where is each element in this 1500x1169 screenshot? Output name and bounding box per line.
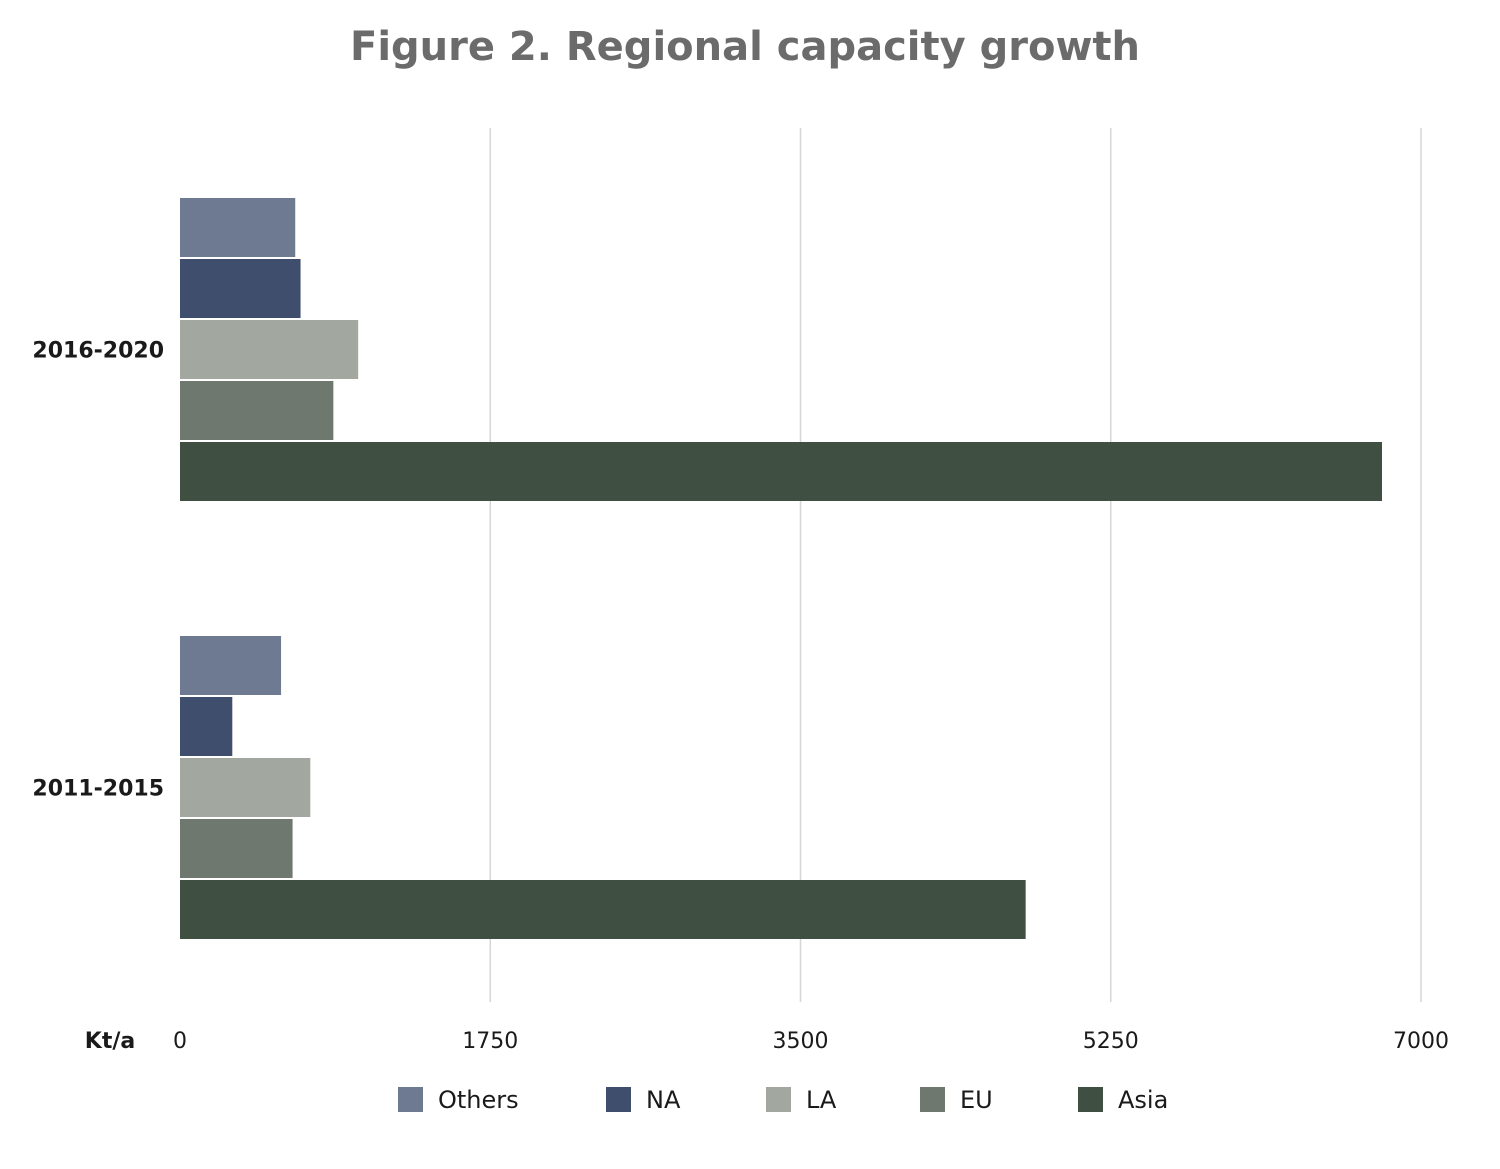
bars xyxy=(180,198,1382,939)
legend-swatch-others xyxy=(398,1087,423,1112)
bar-others-2011-2015 xyxy=(180,636,282,695)
legend-label-na: NA xyxy=(646,1086,681,1114)
x-axis-tick-labels: 0 1750 3500 5250 7000 xyxy=(173,1029,1449,1054)
bar-asia-2016-2020 xyxy=(180,442,1382,501)
chart-title: Figure 2. Regional capacity growth xyxy=(350,24,1140,70)
x-tick-label: 3500 xyxy=(773,1029,829,1054)
x-axis-unit-label: Kt/a xyxy=(85,1029,135,1054)
legend-label-la: LA xyxy=(806,1086,837,1114)
legend: Others NA LA EU Asia xyxy=(398,1086,1168,1114)
category-label: 2016-2020 xyxy=(32,339,164,364)
bar-na-2011-2015 xyxy=(180,697,233,756)
gridlines xyxy=(489,128,1422,1002)
x-tick-label: 5250 xyxy=(1083,1029,1139,1054)
bar-la-2016-2020 xyxy=(180,320,359,379)
x-tick-label: 0 xyxy=(173,1029,187,1054)
bar-la-2011-2015 xyxy=(180,758,311,817)
legend-label-eu: EU xyxy=(960,1086,993,1114)
category-label: 2011-2015 xyxy=(32,777,164,802)
legend-swatch-na xyxy=(606,1087,631,1112)
bar-asia-2011-2015 xyxy=(180,880,1026,939)
legend-label-others: Others xyxy=(438,1086,519,1114)
x-tick-label: 1750 xyxy=(462,1029,518,1054)
legend-label-asia: Asia xyxy=(1118,1086,1168,1114)
category-labels: 2016-2020 2011-2015 xyxy=(32,339,164,802)
bar-others-2016-2020 xyxy=(180,198,296,257)
bar-eu-2016-2020 xyxy=(180,381,334,440)
legend-swatch-la xyxy=(766,1087,791,1112)
legend-swatch-asia xyxy=(1078,1087,1103,1112)
bar-na-2016-2020 xyxy=(180,259,301,318)
x-tick-label: 7000 xyxy=(1393,1029,1449,1054)
legend-swatch-eu xyxy=(920,1087,945,1112)
bar-eu-2011-2015 xyxy=(180,819,293,878)
